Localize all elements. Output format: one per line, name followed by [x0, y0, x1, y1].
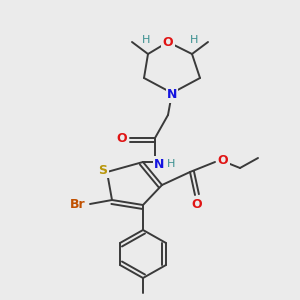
Text: H: H: [190, 35, 198, 45]
Text: O: O: [218, 154, 228, 166]
Text: H: H: [167, 159, 175, 169]
Text: O: O: [117, 131, 127, 145]
Text: O: O: [192, 199, 202, 212]
Text: N: N: [167, 88, 177, 101]
Text: N: N: [154, 158, 164, 170]
Text: H: H: [142, 35, 150, 45]
Text: O: O: [163, 35, 173, 49]
Text: Br: Br: [70, 197, 86, 211]
Text: S: S: [98, 164, 107, 176]
